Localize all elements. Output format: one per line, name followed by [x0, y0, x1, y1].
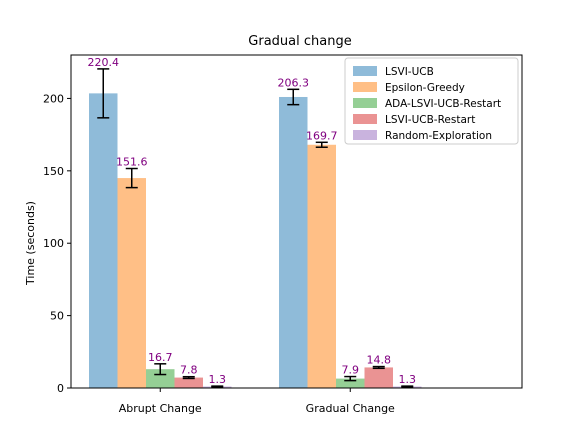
bar [279, 96, 308, 389]
legend-swatch [353, 114, 377, 124]
y-tick-label: 50 [50, 310, 64, 323]
bar [336, 378, 365, 388]
y-axis-label: Time (seconds) [24, 201, 37, 286]
data-labels-layer: 220.4 206.3 151.6 169.7 16.7 7.9 7.8 14.8 1.3 1.3 [88, 56, 417, 386]
legend-swatch [353, 130, 377, 140]
legend-label: LSVI-UCB [385, 66, 434, 78]
axes-layer: 0 50 100 150 200 Abrupt Change Gradual Change [43, 54, 523, 415]
legend-item: Random-Exploration [353, 130, 492, 142]
data-label: 169.7 [306, 129, 338, 142]
y-tick-label: 150 [43, 165, 64, 178]
error-bar [344, 375, 357, 382]
error-bar [287, 88, 300, 106]
legend: LSVI-UCB Epsilon-Greedy ADA-LSVI-UCB-Resta… [344, 57, 519, 145]
y-tick-label: 0 [57, 382, 64, 395]
data-label: 1.3 [209, 373, 227, 386]
data-label: 7.9 [342, 364, 360, 377]
error-bar [125, 167, 138, 189]
error-bar [315, 141, 328, 148]
legend-item: LSVI-UCB [353, 66, 434, 78]
legend-item: ADA-LSVI-UCB-Restart [353, 98, 501, 110]
bar [89, 93, 118, 388]
legend-item: LSVI-UCB-Restart [353, 114, 475, 126]
error-bar [211, 385, 224, 388]
bar [364, 367, 393, 388]
error-bar [401, 385, 414, 388]
bar [307, 144, 336, 388]
legend-swatch [353, 66, 377, 76]
bar [174, 377, 203, 388]
data-label: 14.8 [367, 354, 392, 367]
chart-title: Gradual change [248, 34, 351, 49]
error-bar [154, 363, 167, 376]
data-label: 206.3 [278, 76, 310, 89]
bars-layer [89, 93, 422, 389]
x-tick-label: Abrupt Change [119, 402, 202, 415]
error-bar [182, 375, 195, 380]
plot-frame [70, 54, 523, 389]
legend-swatch [353, 82, 377, 92]
x-tick-label: Gradual Change [306, 402, 395, 415]
error-bar [372, 365, 385, 370]
legend-box [344, 57, 519, 145]
legend-label: LSVI-UCB-Restart [385, 114, 475, 126]
bar [117, 178, 146, 388]
y-tick-label: 200 [43, 92, 64, 105]
legend-item: Epsilon-Greedy [353, 82, 465, 94]
data-label: 16.7 [148, 351, 173, 364]
data-label: 1.3 [399, 373, 417, 386]
bar [146, 369, 175, 388]
data-label: 151.6 [116, 156, 148, 169]
legend-swatch [353, 98, 377, 108]
legend-label: Epsilon-Greedy [385, 82, 465, 94]
legend-label: ADA-LSVI-UCB-Restart [385, 98, 501, 110]
data-label: 7.8 [180, 364, 198, 377]
errorbars-layer [97, 68, 414, 388]
error-bar [97, 68, 110, 119]
y-tick-label: 100 [43, 237, 64, 250]
legend-label: Random-Exploration [385, 130, 492, 142]
data-label: 220.4 [88, 56, 120, 69]
